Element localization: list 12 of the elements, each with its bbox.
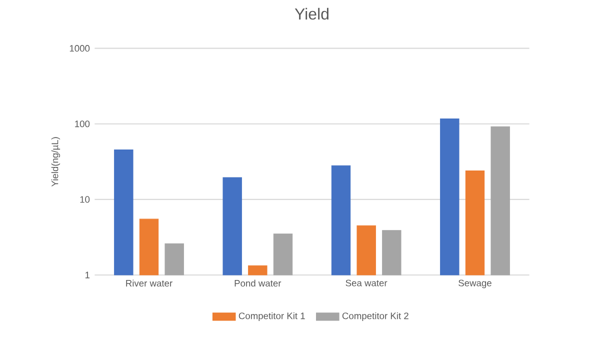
y-tick-label: 10 [80,196,90,203]
legend-label: Competitor Kit 1 [238,312,305,322]
x-tick-label: River water [126,280,172,287]
chart-title: Yield [294,8,328,20]
y-axis-title: Yield(ng/µL) [51,137,60,187]
y-tick-label: 100 [75,120,90,128]
x-tick-label: Pond water [234,280,282,287]
y-tick-label: 1 [85,272,90,278]
x-tick-label: Sea water [346,280,388,286]
legend-label: Competitor Kit 2 [342,312,408,322]
y-tick-label: 1000 [70,45,90,52]
x-tick-label: Sewage [458,280,492,288]
